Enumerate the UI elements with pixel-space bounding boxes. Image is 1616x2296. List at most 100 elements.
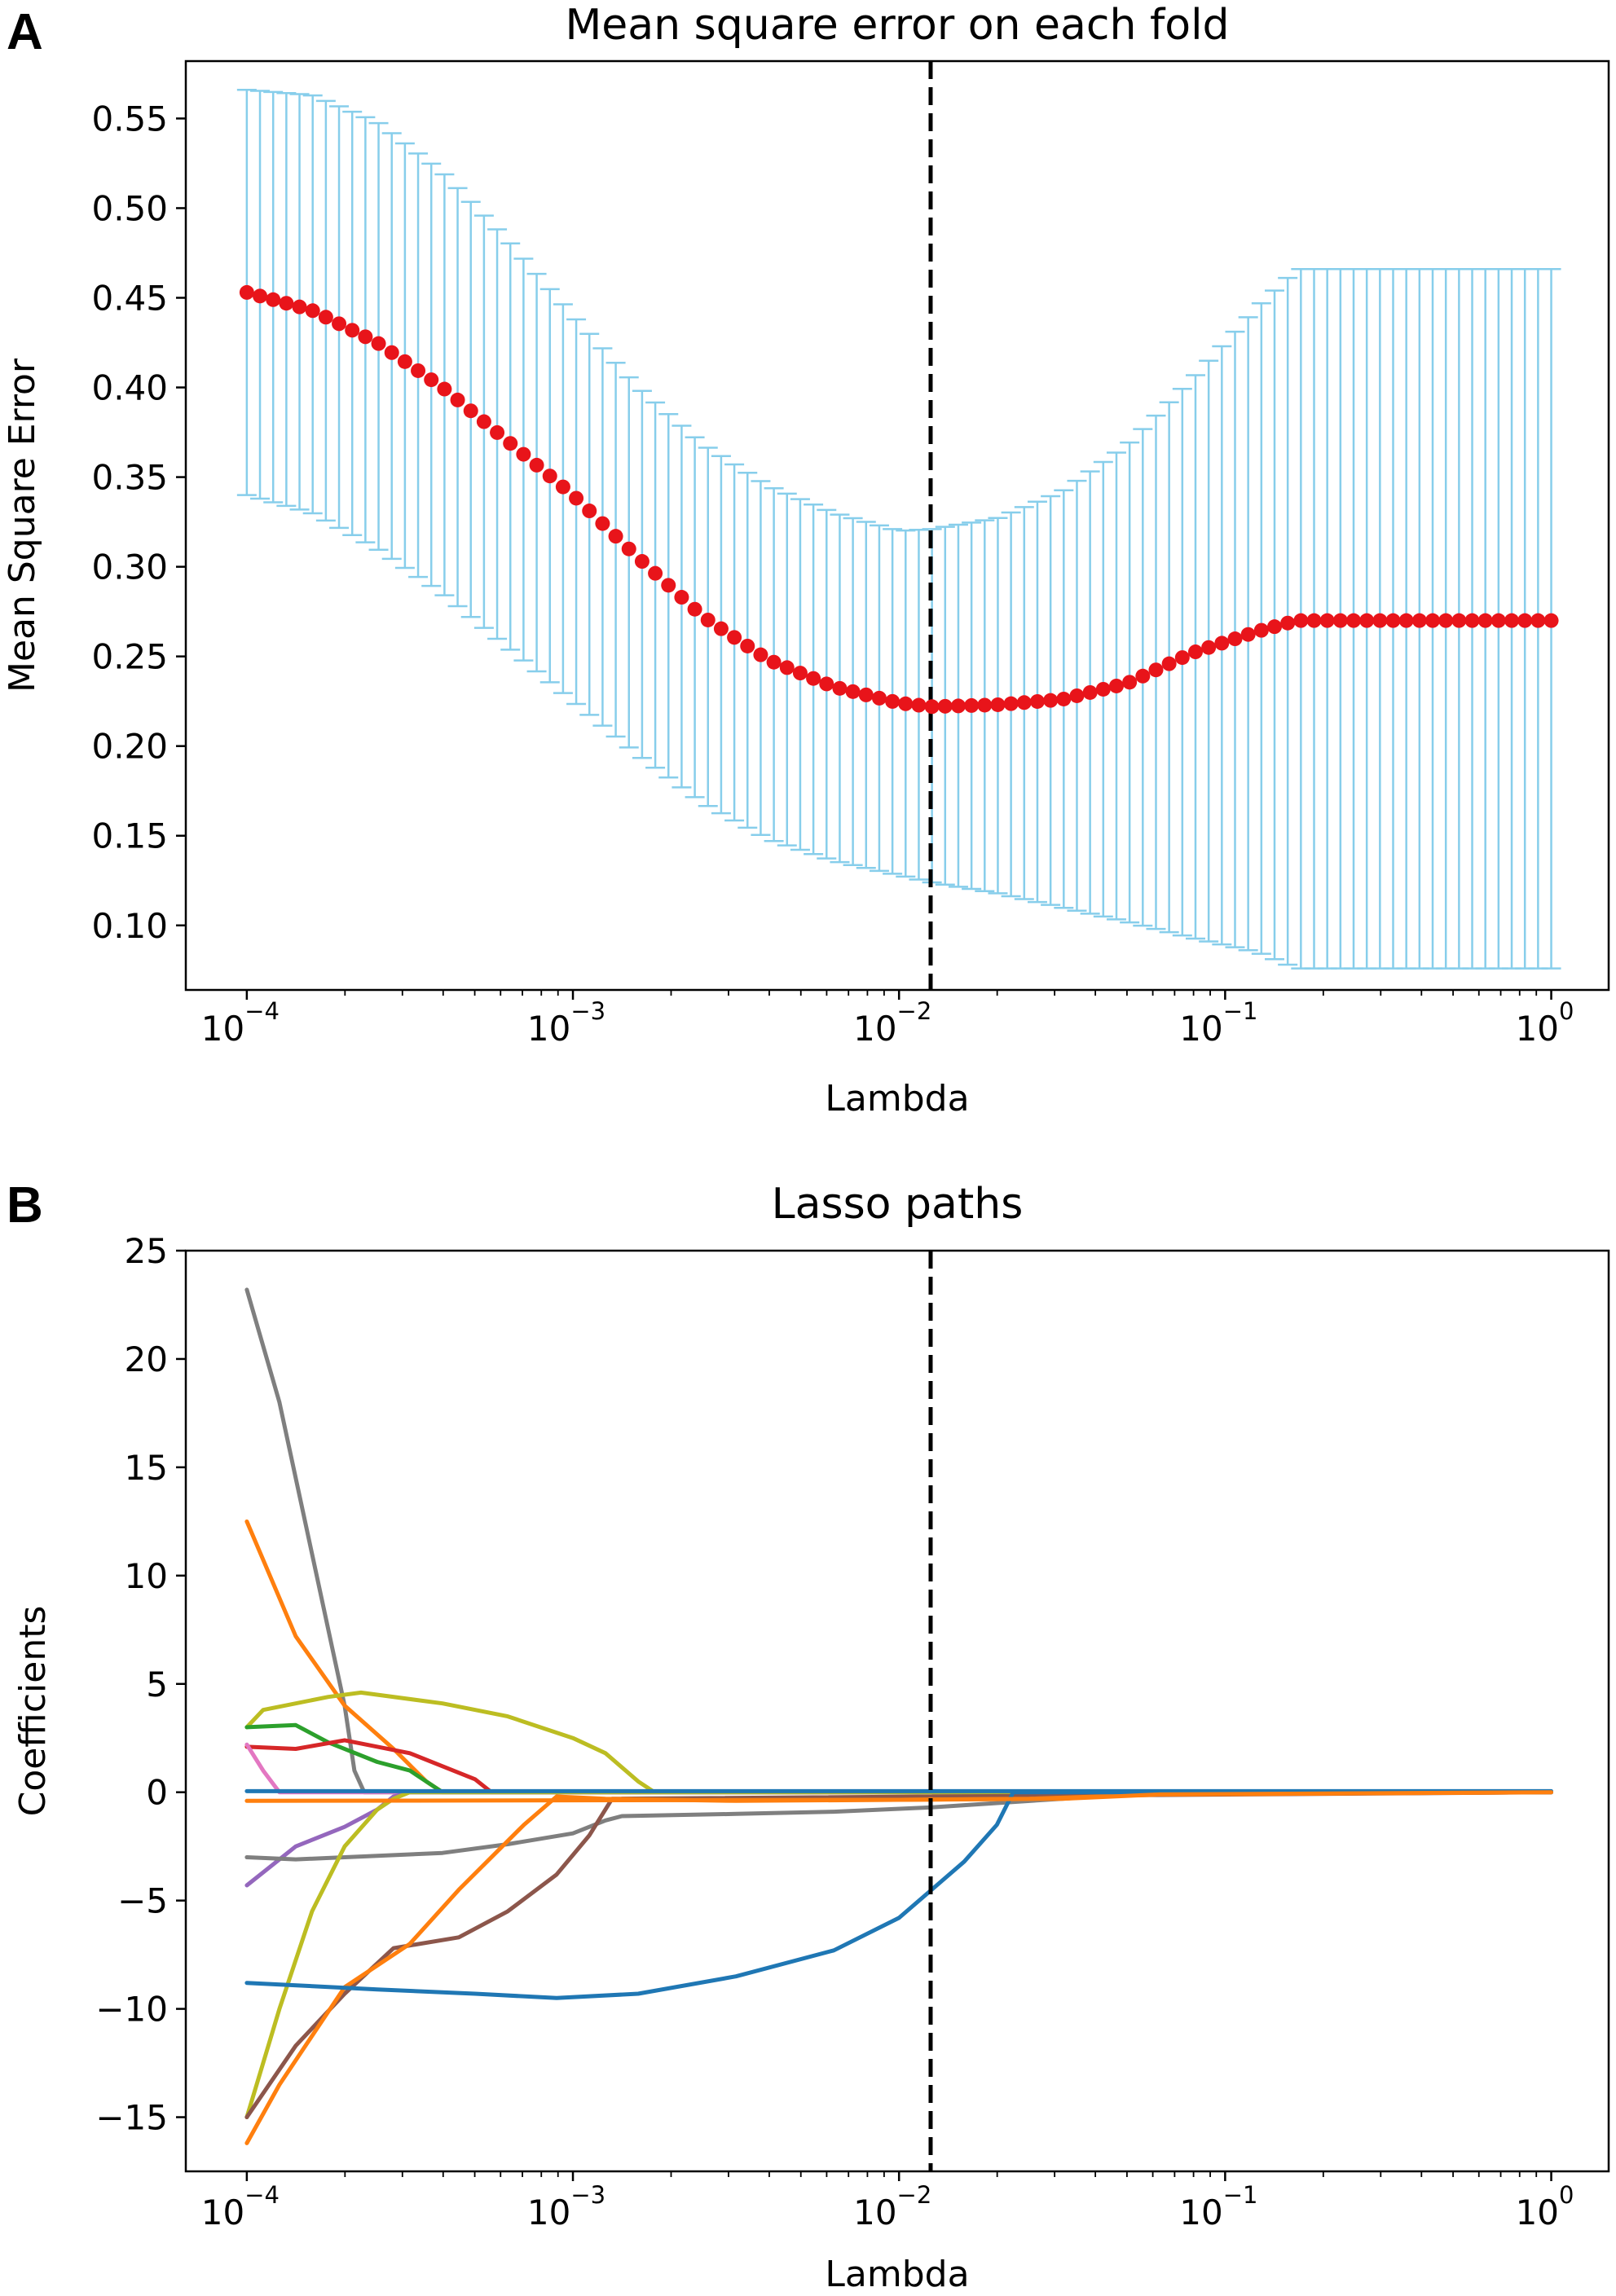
panel-b-xtick-base: 10 [201,2193,244,2232]
mean-point [924,699,940,715]
mean-point [1398,613,1414,628]
panel-a-xtick-base: 10 [853,1009,896,1049]
mean-point [911,697,927,713]
panel-b-xtick-label: 10−3 [527,2181,605,2232]
mean-point [463,403,478,419]
mean-point [345,323,360,338]
panel-b-ylabel: Coefficients [12,1606,54,1817]
mean-point [529,457,544,473]
panel-b-y-ticks: −15 −10 −5 0 5 10 15 20 25 [95,1231,186,2138]
mean-point [674,590,689,605]
panel-b-xtick-label: 100 [1516,2181,1574,2232]
panel-a-xtick-exp: −4 [244,997,280,1025]
path-blue [244,1790,1553,2000]
mean-point [1425,613,1441,628]
panel-a-ytick-label: 0.50 [91,188,168,228]
panel-a-xtick-label: 10−1 [1179,997,1257,1049]
panel-a-ytick-label: 0.10 [91,906,168,946]
mean-point [700,612,716,627]
panel-b-ytick-label: 10 [125,1556,168,1596]
panel-a-x-ticks: 10−4 10−3 10−2 10−1 100 [201,990,1574,1049]
panel-a-errorbars [236,88,1561,970]
panel-b-title: Lasso paths [772,1180,1024,1229]
mean-point [555,479,570,495]
panel-b-plot-frame [184,1249,1610,2173]
mean-point [1069,688,1085,703]
panel-a-plot-frame [184,59,1610,992]
panel-a-xtick-label: 100 [1516,997,1574,1049]
mean-point [424,372,439,388]
mean-point [1148,662,1164,678]
mean-point [1504,613,1520,628]
panel-a-ytick-label: 0.30 [91,548,168,587]
mean-point [806,671,821,686]
panel-a-ytick-label: 0.35 [91,458,168,498]
mean-point [371,336,386,351]
mean-point [1108,678,1124,693]
mean-point [1306,613,1322,628]
panel-a-xtick-label: 10−2 [853,997,931,1049]
panel-b-xtick-label: 10−2 [853,2181,931,2232]
mean-point [1411,613,1427,628]
mean-point [1240,627,1256,642]
mean-point [318,310,333,325]
mean-point [1082,684,1098,700]
panel-a-xtick-base: 10 [1516,1009,1559,1049]
panel-b-xtick-base: 10 [1516,2193,1559,2232]
mean-point [858,687,874,702]
mean-point [239,284,254,300]
mean-point [1359,613,1375,628]
panel-b-xtick-label: 10−1 [1179,2181,1257,2232]
mean-point [885,693,900,709]
mean-point [1491,613,1506,628]
mean-point [621,541,636,556]
panel-b-xtick-exp: 0 [1559,2181,1574,2209]
mean-point [1227,631,1243,647]
mean-point [1016,695,1032,710]
mean-point [266,292,281,307]
mean-point [384,345,399,360]
panel-b-paths [244,1287,1553,2145]
panel-a-title: Mean square error on each fold [565,1,1229,50]
mean-point [1293,613,1309,628]
mean-point [490,424,505,440]
mean-point [766,654,782,670]
mean-point [411,363,426,378]
panel-b-ytick-label: −15 [95,2098,168,2138]
mean-point [713,621,729,636]
path-green [244,1722,1553,1795]
mean-point [305,303,320,319]
mean-point [569,490,584,506]
mean-point [648,565,663,581]
mean-point [1214,636,1230,651]
panel-a-xtick-base: 10 [527,1009,570,1049]
panel-a-xtick-exp: −2 [897,997,932,1025]
mean-point [1161,656,1177,671]
mean-point [964,697,980,713]
mean-point [1029,693,1045,709]
mean-point [503,436,518,451]
mean-point [1201,640,1217,655]
panel-a-ylabel: Mean Square Error [2,358,43,693]
mean-point [1543,613,1559,628]
mean-point [937,698,953,714]
mean-point [332,316,347,332]
panel-a-xtick-base: 10 [1179,1009,1222,1049]
panel-a-ytick-label: 0.40 [91,368,168,408]
panel-a-ytick-label: 0.25 [91,637,168,677]
mean-point [516,446,531,462]
panel-a-xlabel: Lambda [825,1078,969,1119]
panel-b-ytick-label: −10 [95,1990,168,2030]
mean-point [1438,613,1454,628]
mean-point [990,697,1006,712]
panel-a-xtick-exp: −3 [570,997,605,1025]
mean-point [1451,613,1467,628]
panel-b-xtick-base: 10 [853,2193,896,2232]
mean-point [845,684,861,699]
panel-b-xtick-exp: −4 [244,2181,280,2209]
panel-b-x-ticks: 10−4 10−3 10−2 10−1 100 [201,2171,1574,2232]
path-olive-low [244,1790,1553,2119]
path-orange-flat [244,1790,1553,1803]
panel-b-xtick-exp: −3 [570,2181,605,2209]
